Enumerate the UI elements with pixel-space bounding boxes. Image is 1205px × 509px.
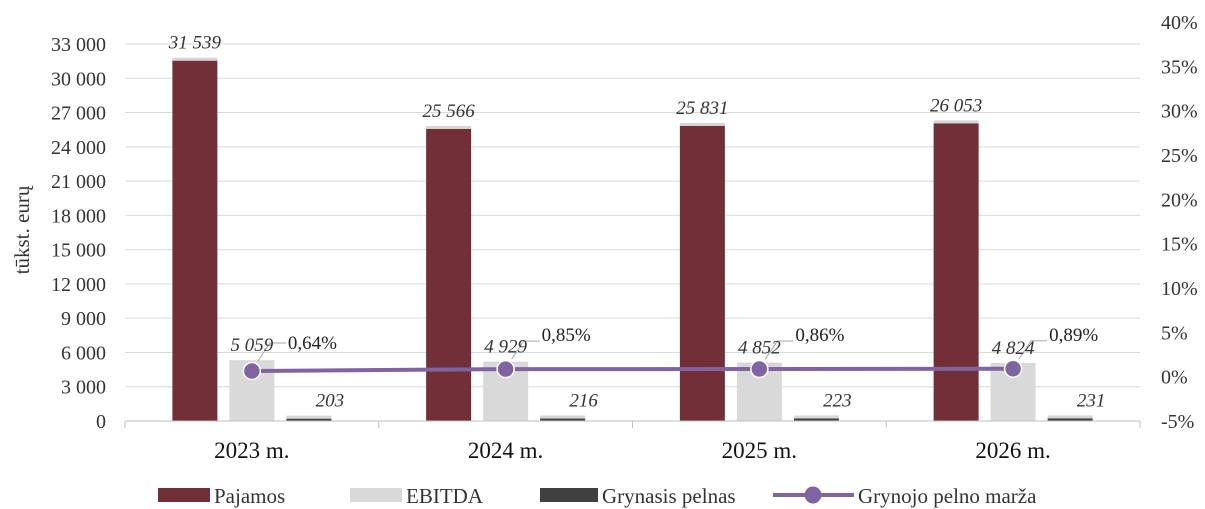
- bar-pajamos: [679, 125, 725, 421]
- bar-data-label: 25 566: [423, 101, 476, 122]
- legend-label: EBITDA: [406, 484, 484, 508]
- margin-leader-line: [764, 340, 794, 360]
- legend-label: Pajamos: [214, 484, 285, 508]
- y-tick-label: 27 000: [51, 103, 106, 125]
- bar-data-label: 31 539: [168, 33, 222, 54]
- bar-grynasis-pelnas: [540, 418, 586, 421]
- y-tick-label: 0: [96, 411, 106, 433]
- y-tick-label: 6 000: [61, 342, 106, 364]
- margin-line-series: [242, 340, 1048, 381]
- y-tick-label: 30 000: [51, 68, 106, 90]
- y-tick-label: 15 000: [51, 240, 106, 262]
- y-tick-label: 12 000: [51, 274, 106, 296]
- bar-grynasis-pelnas: [793, 418, 839, 421]
- bar-shadow: [933, 120, 979, 124]
- y-tick-label: 3 000: [61, 377, 106, 399]
- bar-grynasis-pelnas: [286, 418, 332, 421]
- margin-data-label: 0,86%: [795, 325, 844, 346]
- margin-data-label: 0,89%: [1049, 325, 1098, 346]
- margin-marker: [496, 359, 515, 379]
- x-axis: 2023 m. 2024 m. 2025 m. 2026 m.: [124, 420, 1141, 463]
- y2-tick-label: 40%: [1161, 12, 1198, 34]
- bar-data-label: 5 059: [231, 335, 274, 356]
- y2-tick-label: 10%: [1161, 278, 1198, 300]
- y2-tick-label: 35%: [1161, 56, 1198, 78]
- y2-tick-label: 0%: [1161, 367, 1188, 389]
- y-tick-label: 33 000: [51, 34, 106, 56]
- y-tick-label: 24 000: [51, 137, 106, 159]
- margin-data-label: 0,85%: [542, 325, 591, 346]
- margin-marker: [1003, 359, 1023, 379]
- bar-pajamos: [172, 60, 218, 421]
- data-labels: 31 539 25 566 25 831 26 053 5 059 4 929 4 852 4…: [168, 33, 1106, 412]
- y-tick-label: 21 000: [51, 171, 106, 193]
- margin-marker: [750, 359, 769, 379]
- bar-pajamos: [426, 128, 472, 422]
- legend-swatch-margin-marker: [804, 486, 822, 504]
- margin-leader-line: [257, 342, 286, 362]
- bar-shadow: [1047, 415, 1093, 419]
- y2-tick-label: 5%: [1161, 322, 1188, 344]
- legend-label: Grynasis pelnas: [602, 484, 736, 508]
- x-category-label: 2024 m.: [468, 438, 543, 463]
- bar-data-label: 4 929: [484, 337, 527, 358]
- bar-shadow: [229, 360, 275, 364]
- x-category-label: 2025 m.: [722, 438, 797, 463]
- legend-swatch-ebitda: [350, 488, 402, 502]
- bar-shadow: [540, 415, 586, 419]
- y2-tick-label: 20%: [1161, 189, 1198, 211]
- margin-leader-line: [1018, 340, 1048, 360]
- bar-shadow: [286, 415, 332, 419]
- bar-shadow: [172, 57, 218, 61]
- y2-tick-label: 30%: [1161, 101, 1198, 123]
- gridlines: [125, 43, 1140, 388]
- legend-swatch-grynasis-pelnas: [540, 488, 598, 502]
- margin-data-label: 0,64%: [288, 333, 337, 354]
- margin-line: [251, 366, 1014, 373]
- y-tick-label: 18 000: [51, 205, 106, 227]
- bar-pajamos: [933, 123, 979, 422]
- y2-tick-label: 25%: [1161, 145, 1198, 167]
- bar-data-label: 216: [569, 391, 598, 412]
- y-tick-label: 9 000: [61, 308, 106, 330]
- margin-leader-line: [511, 340, 540, 360]
- legend: Pajamos EBITDA Grynasis pelnas Grynojo peln…: [158, 484, 1037, 508]
- bar-data-label: 4 852: [738, 338, 781, 359]
- bar-data-label: 25 831: [676, 98, 728, 119]
- bar-data-label: 26 053: [930, 95, 982, 116]
- bar-data-label: 203: [316, 391, 345, 412]
- legend-swatch-pajamos: [158, 488, 210, 502]
- y2-tick-label: -5%: [1161, 411, 1194, 433]
- margin-marker: [242, 361, 262, 381]
- bar-series: [172, 57, 1093, 422]
- y-axis-left: 0 3 000 6 000 9 000 12 000 15 000 18 000 21 000…: [51, 34, 106, 433]
- bar-data-label: 223: [823, 390, 852, 411]
- bar-shadow: [679, 122, 725, 126]
- bar-data-label: 231: [1077, 390, 1106, 411]
- x-category-label: 2026 m.: [975, 438, 1050, 463]
- bar-shadow: [426, 125, 472, 129]
- y-axis-title: tūkst. eurų: [10, 185, 34, 274]
- bar-shadow: [793, 415, 839, 419]
- y2-tick-label: 15%: [1161, 234, 1198, 256]
- legend-label: Grynojo pelno marža: [858, 484, 1037, 508]
- x-category-label: 2023 m.: [214, 438, 289, 463]
- bar-grynasis-pelnas: [1047, 418, 1093, 421]
- y-axis-right: -5% 0% 5% 10% 15% 20% 25% 30% 35% 40%: [1161, 12, 1198, 433]
- bar-data-label: 4 824: [992, 338, 1035, 359]
